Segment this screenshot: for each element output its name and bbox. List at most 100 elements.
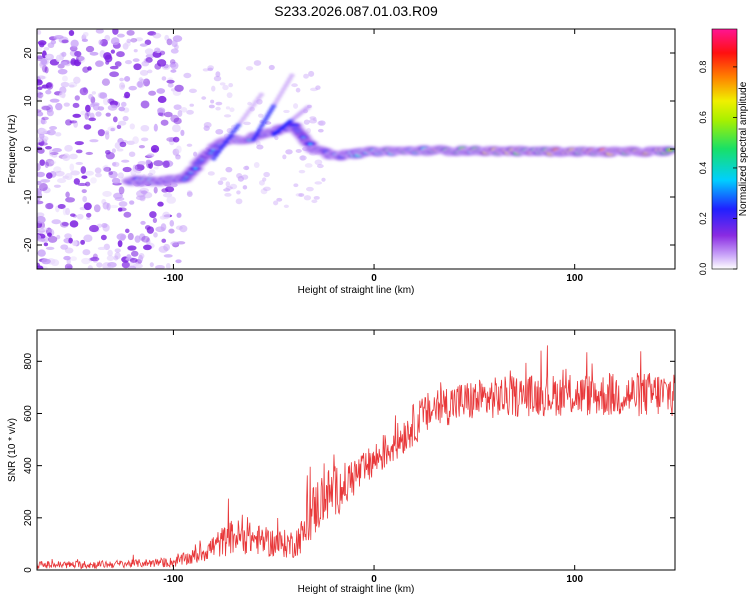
heatmap-noise-blob xyxy=(53,184,61,188)
heatmap-noise-blob xyxy=(127,265,137,269)
heatmap-noise-blob xyxy=(90,256,100,262)
heatmap-noise-blob xyxy=(144,48,154,55)
heatmap-noise-blob xyxy=(41,64,48,73)
heatmap-noise-blob xyxy=(158,112,164,117)
heatmap-noise-blob xyxy=(125,228,130,234)
heatmap-noise-blob xyxy=(140,124,150,132)
heatmap-noise-blob xyxy=(180,129,185,137)
heatmap-noise-blob xyxy=(134,235,141,243)
heatmap-trace-blob xyxy=(276,93,283,98)
y-tick-label: 800 xyxy=(23,353,34,370)
heatmap-noise-blob xyxy=(117,172,124,179)
heatmap-noise-blob xyxy=(153,160,164,167)
heatmap-noise-blob xyxy=(73,178,81,185)
heatmap-noise-blob xyxy=(107,266,113,269)
heatmap-noise-blob xyxy=(176,241,186,245)
heatmap-noise-blob xyxy=(303,119,310,125)
heatmap-noise-blob xyxy=(156,59,167,67)
heatmap-trace-blob xyxy=(288,73,295,78)
heatmap-noise-blob xyxy=(186,190,193,196)
heatmap-noise-blob xyxy=(74,95,80,101)
heatmap-noise-blob xyxy=(88,117,97,122)
heatmap-noise-blob xyxy=(74,50,82,57)
heatmap-noise-blob xyxy=(73,59,82,67)
heatmap-noise-blob xyxy=(314,181,323,185)
heatmap-noise-blob xyxy=(213,75,222,82)
heatmap-noise-blob xyxy=(162,192,173,198)
heatmap-noise-blob xyxy=(111,148,116,153)
heatmap-noise-blob xyxy=(60,61,68,66)
heatmap-noise-blob xyxy=(116,51,125,58)
heatmap-trace-blob xyxy=(258,123,265,128)
heatmap-noise-blob xyxy=(37,75,46,80)
heatmap-noise-blob xyxy=(114,196,125,201)
heatmap-noise-blob xyxy=(47,235,58,243)
heatmap-noise-blob xyxy=(59,86,67,94)
heatmap-noise-blob xyxy=(129,257,138,263)
heatmap-noise-blob xyxy=(45,82,53,88)
heatmap-noise-blob xyxy=(135,37,144,42)
heatmap-noise-blob xyxy=(64,233,72,239)
heatmap-noise-blob xyxy=(82,31,89,37)
heatmap-noise-blob xyxy=(112,162,117,167)
heatmap-trace-blob xyxy=(210,156,217,161)
heatmap-noise-blob xyxy=(165,262,171,269)
heatmap-noise-blob xyxy=(106,255,115,262)
heatmap-noise-blob xyxy=(86,216,91,221)
heatmap-noise-blob xyxy=(87,265,94,269)
heatmap-trace-blob xyxy=(278,90,285,95)
heatmap-noise-blob xyxy=(69,163,75,172)
heatmap-noise-blob xyxy=(56,178,67,184)
heatmap-noise-blob xyxy=(136,190,146,198)
heatmap-noise-blob xyxy=(54,170,65,177)
heatmap-noise-blob xyxy=(163,254,173,258)
heatmap-noise-blob xyxy=(85,151,94,155)
heatmap-noise-blob xyxy=(225,181,231,187)
heatmap-noise-blob xyxy=(139,43,148,47)
heatmap-noise-blob xyxy=(38,183,48,191)
heatmap-noise-blob xyxy=(136,80,145,88)
heatmap-noise-blob xyxy=(37,93,43,102)
heatmap-trace-blob xyxy=(272,100,279,105)
heatmap-noise-blob xyxy=(156,88,166,94)
heatmap-trace-blob xyxy=(282,83,289,88)
heatmap-noise-blob xyxy=(73,76,81,84)
colorbar-tick-label: 0.6 xyxy=(698,111,708,124)
heatmap-noise-blob xyxy=(99,92,108,99)
heatmap-noise-blob xyxy=(225,106,231,110)
heatmap-noise-blob xyxy=(142,78,151,87)
heatmap-noise-blob xyxy=(84,112,89,120)
heatmap-noise-blob xyxy=(236,190,241,195)
snr-series-line xyxy=(37,345,675,570)
heatmap-noise-blob xyxy=(166,38,173,46)
heatmap-noise-blob xyxy=(118,186,125,195)
heatmap-trace-blob xyxy=(218,146,225,151)
heatmap-noise-blob xyxy=(98,39,103,45)
heatmap-noise-blob xyxy=(114,142,121,150)
heatmap-trace-blob xyxy=(248,106,255,111)
heatmap-trace-blob xyxy=(193,167,198,170)
x-tick-label: 0 xyxy=(371,574,377,585)
heatmap-noise-blob xyxy=(157,107,166,114)
heatmap-noise-blob xyxy=(186,191,193,198)
heatmap-noise-blob xyxy=(173,104,182,110)
heatmap-noise-blob xyxy=(145,57,153,63)
y-tick-label: -10 xyxy=(23,189,34,204)
heatmap-y-label: Frequency (Hz) xyxy=(7,115,18,184)
heatmap-noise-blob xyxy=(174,84,184,92)
heatmap-noise-blob xyxy=(112,116,118,123)
heatmap-noise-blob xyxy=(95,172,102,178)
heatmap-noise-blob xyxy=(89,51,99,56)
heatmap-noise-blob xyxy=(223,114,232,118)
heatmap-noise-blob xyxy=(127,245,137,251)
heatmap-noise-blob xyxy=(117,207,123,212)
heatmap-noise-blob xyxy=(117,120,127,126)
heatmap-trace-blob xyxy=(258,92,265,97)
heatmap-noise-blob xyxy=(169,63,177,68)
snr-plot: -100 0 100 0 200 400 600 800 Height of straight… xyxy=(7,329,676,595)
heatmap-noise-blob xyxy=(243,165,250,171)
heatmap-noise-blob xyxy=(37,40,47,46)
x-tick-label: 0 xyxy=(371,273,377,284)
heatmap-trace-blob xyxy=(240,116,247,121)
heatmap-trace-blob xyxy=(262,117,269,122)
